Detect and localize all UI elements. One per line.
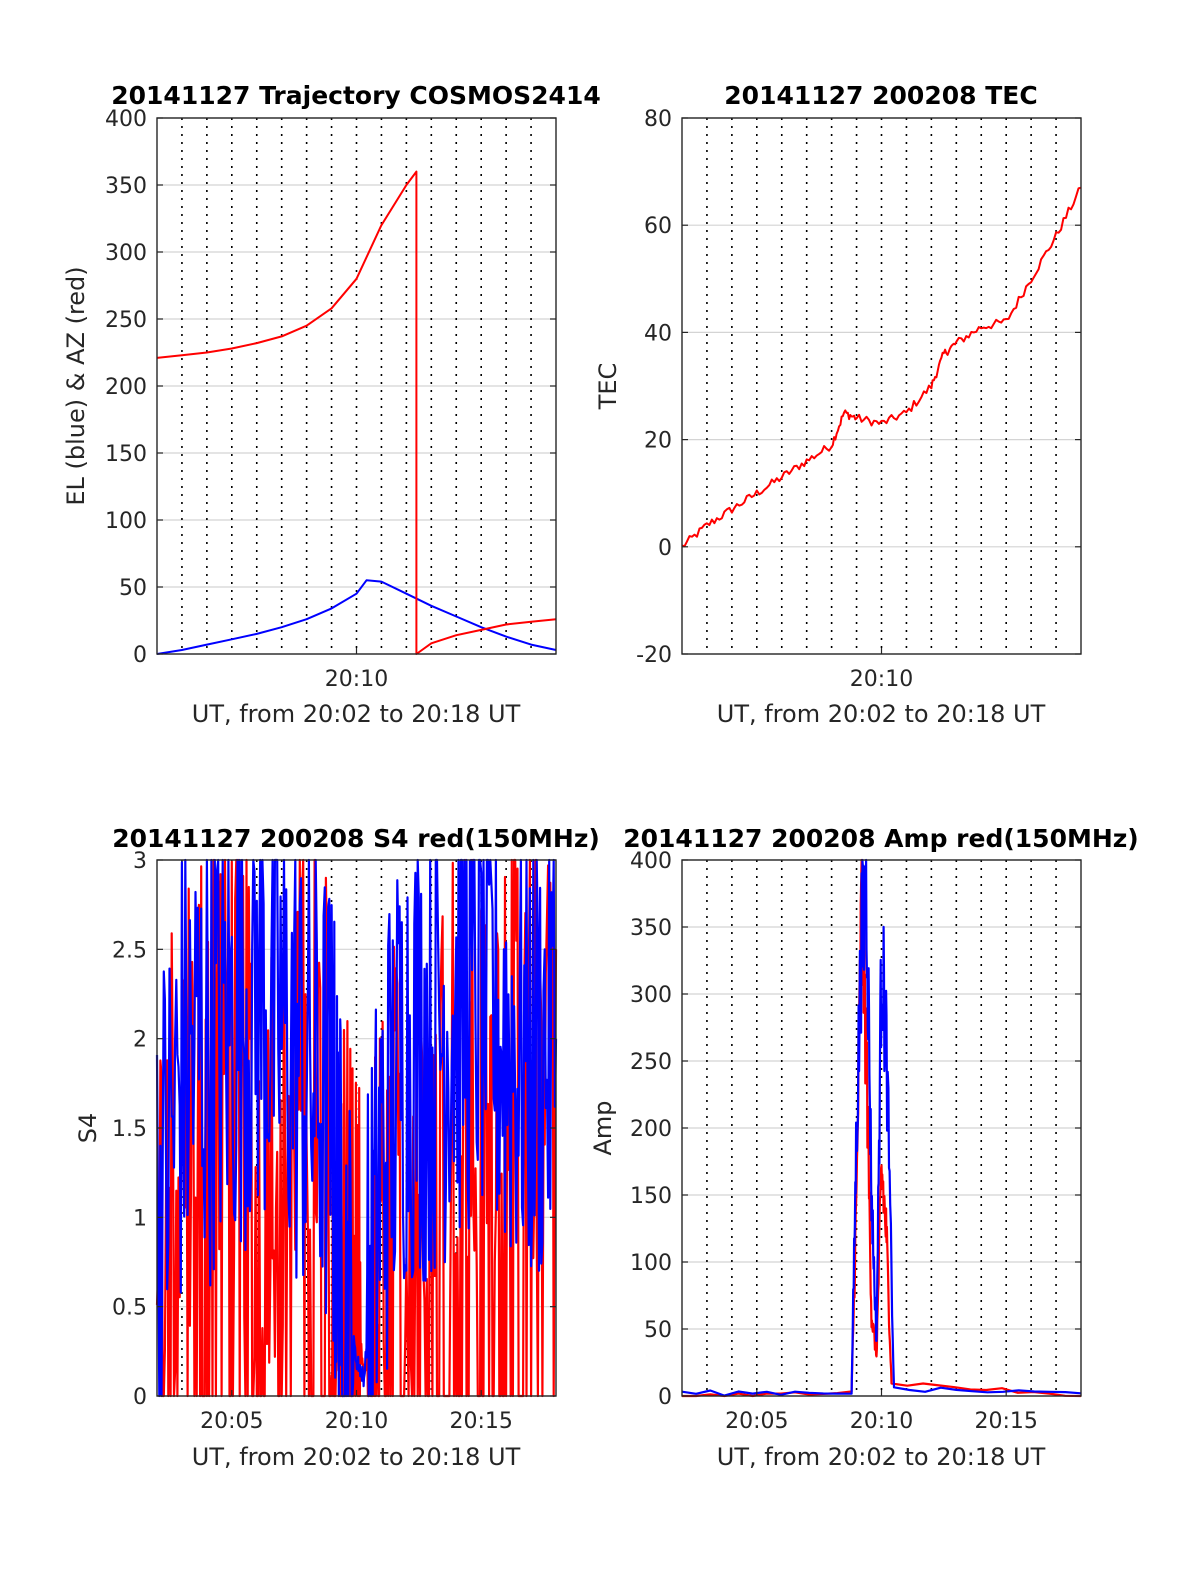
- chart-title: 20141127 200208 Amp red(150MHz): [623, 824, 1139, 853]
- y-tick-label: -20: [636, 643, 672, 668]
- y-tick-label: 2.5: [112, 938, 147, 963]
- y-tick-label: 2: [133, 1028, 147, 1053]
- y-tick-label: 20: [644, 429, 672, 454]
- x-tick-label: 20:15: [974, 1409, 1037, 1434]
- series-line-red: [682, 858, 1082, 1398]
- y-tick-label: 300: [105, 241, 147, 266]
- y-tick-label: 400: [630, 849, 672, 874]
- chart-amp: 20141127 200208 Amp red(150MHz) 0 50 100 15…: [589, 824, 1139, 1471]
- y-tick-label: 0: [133, 1385, 147, 1410]
- x-tick-label: 20:10: [325, 667, 388, 692]
- y-tick-label: 0: [658, 1385, 672, 1410]
- y-tick-label: 1: [133, 1206, 147, 1231]
- y-tick-label: 150: [105, 442, 147, 467]
- x-axis-label: UT, from 20:02 to 20:18 UT: [192, 700, 521, 728]
- x-tick-label: 20:15: [449, 1409, 512, 1434]
- y-tick-label: 100: [105, 509, 147, 534]
- y-tick-label: 200: [105, 375, 147, 400]
- chart-s4: 20141127 200208 S4 red(150MHz) 0 0.5 1 1.5 2…: [74, 824, 600, 1471]
- chart-title: 20141127 200208 S4 red(150MHz): [112, 824, 600, 853]
- y-tick-label: 0: [133, 643, 147, 668]
- y-axis-label: Amp: [589, 1100, 617, 1155]
- y-tick-label: 200: [630, 1117, 672, 1142]
- series-line-blue: [155, 858, 558, 1398]
- y-tick-label: 3: [133, 849, 147, 874]
- chart-title: 20141127 200208 TEC: [724, 81, 1037, 110]
- y-tick-label: 250: [630, 1050, 672, 1075]
- x-tick-label: 20:05: [725, 1409, 788, 1434]
- series-line-blue: [681, 858, 1082, 1397]
- x-tick-label: 20:10: [850, 667, 913, 692]
- chart-title: 20141127 Trajectory COSMOS2414: [111, 81, 601, 110]
- x-axis-label: UT, from 20:02 to 20:18 UT: [717, 1443, 1046, 1471]
- y-tick-label: 300: [630, 983, 672, 1008]
- y-tick-label: 0: [658, 536, 672, 561]
- x-tick-label: 20:10: [325, 1409, 388, 1434]
- series-line-red: [156, 170, 557, 655]
- y-tick-label: 50: [644, 1318, 672, 1343]
- y-tick-label: 40: [644, 321, 672, 346]
- series-line-red: [681, 186, 1082, 548]
- y-tick-label: 1.5: [112, 1117, 147, 1142]
- x-tick-label: 20:10: [850, 1409, 913, 1434]
- y-axis-label: S4: [74, 1113, 102, 1144]
- y-axis-label: TEC: [594, 363, 622, 411]
- y-tick-label: 0.5: [112, 1296, 147, 1321]
- y-tick-label: 60: [644, 214, 672, 239]
- x-axis-label: UT, from 20:02 to 20:18 UT: [717, 700, 1046, 728]
- y-tick-label: 50: [119, 576, 147, 601]
- y-tick-label: 80: [644, 107, 672, 132]
- y-tick-label: 250: [105, 308, 147, 333]
- y-tick-label: 100: [630, 1251, 672, 1276]
- y-tick-label: 350: [630, 916, 672, 941]
- y-tick-label: 400: [105, 107, 147, 132]
- x-axis-label: UT, from 20:02 to 20:18 UT: [192, 1443, 521, 1471]
- y-tick-label: 350: [105, 174, 147, 199]
- x-tick-label: 20:05: [200, 1409, 263, 1434]
- chart-tec: 20141127 200208 TEC -20 0 20 40 60 80 20:10 UT…: [594, 81, 1082, 728]
- chart-trajectory: 20141127 Trajectory COSMOS2414 0 50 100 150…: [62, 81, 601, 728]
- y-axis-label: EL (blue) & AZ (red): [62, 266, 90, 505]
- y-tick-label: 150: [630, 1184, 672, 1209]
